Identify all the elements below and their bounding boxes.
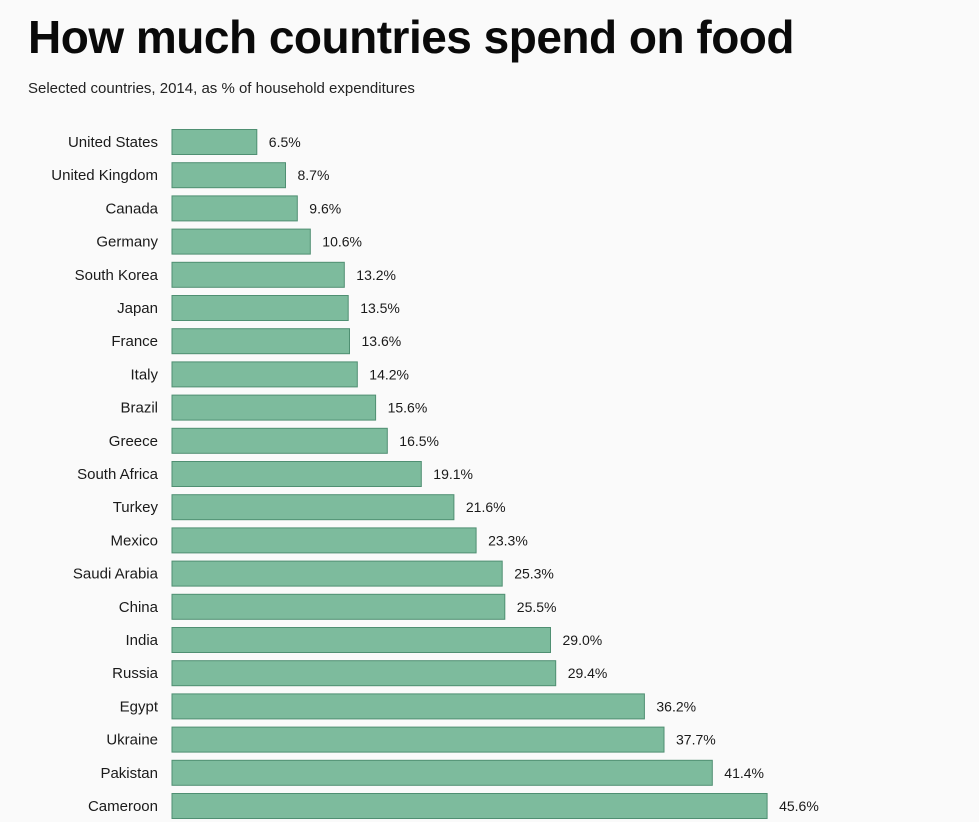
bar-brazil bbox=[171, 394, 377, 421]
category-label: Russia bbox=[112, 665, 159, 682]
category-label: Saudi Arabia bbox=[73, 566, 159, 583]
bar-south-africa bbox=[171, 461, 422, 487]
category-label: United Kingdom bbox=[51, 167, 158, 184]
chart-subtitle: Selected countries, 2014, as % of househ… bbox=[28, 80, 415, 97]
bar-france bbox=[171, 328, 350, 355]
bar-pakistan bbox=[171, 759, 713, 786]
bar-ukraine bbox=[171, 726, 665, 753]
bar-japan bbox=[171, 295, 349, 321]
bar-saudi-arabia bbox=[171, 560, 503, 587]
value-label: 45.6% bbox=[779, 798, 819, 814]
category-label: France bbox=[111, 333, 158, 350]
bar-south-korea bbox=[171, 261, 345, 288]
value-label: 15.6% bbox=[388, 400, 428, 416]
category-label: Turkey bbox=[113, 499, 159, 516]
bar-germany bbox=[171, 228, 311, 255]
value-label: 36.2% bbox=[656, 698, 696, 714]
category-label: Italy bbox=[130, 366, 158, 383]
bar-canada bbox=[171, 195, 298, 222]
category-label: Brazil bbox=[120, 400, 158, 417]
bar-mexico bbox=[171, 527, 477, 554]
category-label: Japan bbox=[117, 300, 158, 317]
bar-greece bbox=[171, 427, 388, 454]
bar-turkey bbox=[171, 494, 455, 521]
category-label: Cameroon bbox=[88, 798, 158, 815]
bar-cameroon bbox=[171, 793, 768, 819]
value-label: 13.2% bbox=[356, 267, 396, 283]
bar-china bbox=[171, 593, 506, 620]
bar-egypt bbox=[171, 693, 645, 720]
value-label: 37.7% bbox=[676, 732, 716, 748]
category-label: South Africa bbox=[77, 466, 159, 483]
value-label: 23.3% bbox=[488, 532, 528, 548]
bar-india bbox=[171, 627, 551, 653]
bar-italy bbox=[171, 361, 358, 388]
value-label: 25.5% bbox=[517, 599, 557, 615]
category-label: Egypt bbox=[120, 698, 159, 715]
category-label: United States bbox=[68, 134, 158, 151]
category-label: Pakistan bbox=[100, 765, 158, 782]
category-label: Mexico bbox=[110, 532, 158, 549]
value-label: 25.3% bbox=[514, 566, 554, 582]
bar-russia bbox=[171, 660, 557, 687]
value-label: 8.7% bbox=[298, 167, 330, 183]
category-label: South Korea bbox=[75, 267, 159, 284]
value-label: 16.5% bbox=[399, 433, 439, 449]
value-label: 13.6% bbox=[362, 333, 402, 349]
value-label: 10.6% bbox=[322, 234, 362, 250]
bar-united-states bbox=[171, 129, 258, 155]
category-label: China bbox=[119, 599, 159, 616]
value-label: 14.2% bbox=[369, 366, 409, 382]
value-label: 29.0% bbox=[563, 632, 603, 648]
value-label: 9.6% bbox=[309, 200, 341, 216]
value-label: 29.4% bbox=[568, 665, 608, 681]
category-label: Germany bbox=[96, 234, 158, 251]
value-label: 6.5% bbox=[269, 134, 301, 150]
bar-united-kingdom bbox=[171, 162, 286, 189]
value-label: 19.1% bbox=[433, 466, 473, 482]
bars-group: United States 6.5% United Kingdom 8.7% Canad… bbox=[51, 129, 819, 819]
category-label: India bbox=[125, 632, 158, 649]
category-label: Greece bbox=[109, 433, 158, 450]
category-label: Canada bbox=[105, 200, 158, 217]
chart-title: How much countries spend on food bbox=[28, 11, 795, 63]
value-label: 41.4% bbox=[724, 765, 764, 781]
value-label: 13.5% bbox=[360, 300, 400, 316]
category-label: Ukraine bbox=[106, 732, 158, 749]
value-label: 21.6% bbox=[466, 499, 506, 515]
